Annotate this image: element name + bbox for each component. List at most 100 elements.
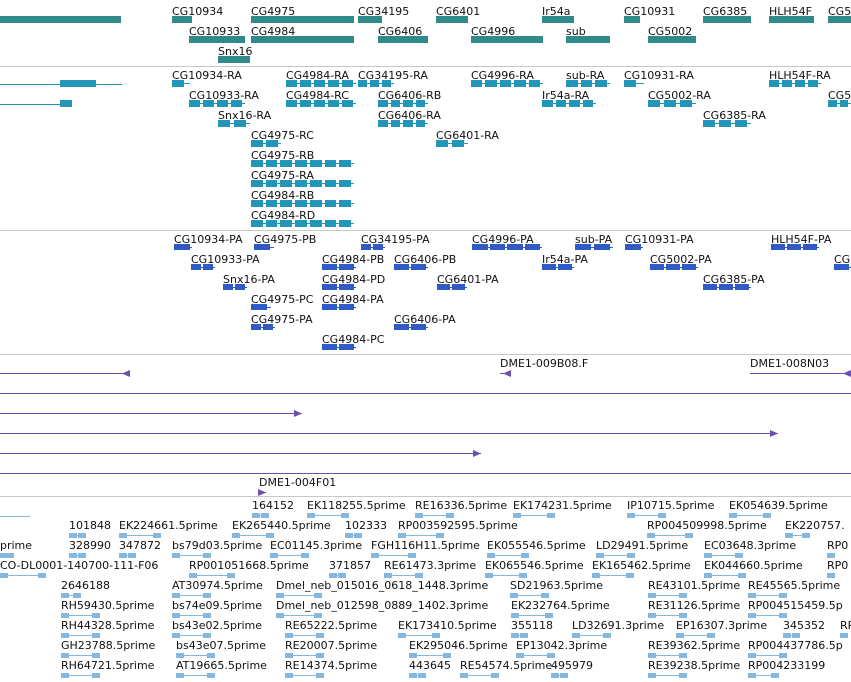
clone-line[interactable] bbox=[0, 393, 851, 394]
est-line[interactable] bbox=[61, 615, 101, 616]
est-block[interactable] bbox=[172, 613, 180, 618]
est-line[interactable] bbox=[627, 515, 667, 516]
est-block[interactable] bbox=[61, 633, 69, 638]
est-line[interactable] bbox=[647, 535, 693, 536]
est-line[interactable] bbox=[285, 635, 325, 636]
est-block[interactable] bbox=[779, 613, 788, 618]
transcript-exon[interactable] bbox=[251, 160, 263, 167]
transcript-intron-line[interactable] bbox=[251, 183, 354, 184]
cds-block[interactable] bbox=[251, 304, 267, 310]
transcript-intron-line[interactable] bbox=[378, 103, 428, 104]
transcript-exon[interactable] bbox=[595, 80, 607, 87]
est-block[interactable] bbox=[827, 553, 836, 558]
est-line[interactable] bbox=[592, 575, 634, 576]
cds-line[interactable] bbox=[174, 247, 192, 248]
transcript-exon[interactable] bbox=[324, 220, 337, 227]
cds-block[interactable] bbox=[322, 284, 337, 290]
cds-line[interactable] bbox=[251, 307, 271, 308]
cds-line[interactable] bbox=[322, 287, 356, 288]
cds-line[interactable] bbox=[771, 247, 819, 248]
est-line[interactable] bbox=[384, 575, 424, 576]
est-block[interactable] bbox=[802, 533, 811, 538]
transcript-intron-line[interactable] bbox=[542, 103, 596, 104]
est-block[interactable] bbox=[446, 513, 455, 518]
est-line-offscreen[interactable] bbox=[0, 516, 30, 517]
transcript-exon[interactable] bbox=[265, 180, 278, 187]
est-block[interactable] bbox=[285, 673, 293, 678]
est-block[interactable] bbox=[511, 633, 519, 638]
transcript-intron-line[interactable] bbox=[251, 163, 354, 164]
est-line[interactable] bbox=[172, 595, 212, 596]
est-block[interactable] bbox=[92, 653, 101, 658]
transcript-exon[interactable] bbox=[309, 180, 322, 187]
transcript-exon[interactable] bbox=[555, 100, 566, 107]
est-line[interactable] bbox=[415, 515, 455, 516]
est-block[interactable] bbox=[409, 653, 417, 658]
transcript-intron-line[interactable] bbox=[189, 103, 245, 104]
transcript-intron-line[interactable] bbox=[358, 83, 394, 84]
cds-line[interactable] bbox=[254, 247, 274, 248]
est-line[interactable] bbox=[0, 575, 46, 576]
clone-line[interactable] bbox=[0, 473, 851, 474]
est-block[interactable] bbox=[596, 553, 604, 558]
transcript-intron-line[interactable] bbox=[286, 83, 356, 84]
est-block[interactable] bbox=[285, 633, 293, 638]
transcript-line-offscreen[interactable] bbox=[0, 84, 122, 85]
transcript-exon[interactable] bbox=[295, 220, 307, 227]
est-block[interactable] bbox=[172, 553, 180, 558]
cds-block[interactable] bbox=[339, 304, 354, 310]
est-line[interactable] bbox=[596, 555, 636, 556]
est-block[interactable] bbox=[679, 653, 688, 658]
clone-end-marker[interactable] bbox=[122, 370, 130, 377]
transcript-exon[interactable] bbox=[234, 120, 246, 127]
transcript-exon[interactable] bbox=[295, 200, 307, 207]
est-block[interactable] bbox=[38, 573, 46, 578]
transcript-intron-line[interactable] bbox=[218, 123, 250, 124]
est-block[interactable] bbox=[92, 613, 101, 618]
clone-line[interactable] bbox=[750, 373, 851, 374]
est-block[interactable] bbox=[729, 513, 737, 518]
est-block[interactable] bbox=[627, 553, 636, 558]
transcript-exon[interactable] bbox=[314, 100, 325, 107]
transcript-exon[interactable] bbox=[266, 140, 278, 147]
est-block[interactable] bbox=[252, 513, 260, 518]
est-block[interactable] bbox=[329, 573, 337, 578]
est-block[interactable] bbox=[119, 553, 127, 558]
cds-block[interactable] bbox=[437, 284, 450, 290]
cds-line[interactable] bbox=[191, 267, 215, 268]
est-block[interactable] bbox=[547, 653, 556, 658]
est-block[interactable] bbox=[314, 613, 322, 618]
est-block[interactable] bbox=[285, 653, 293, 658]
est-line[interactable] bbox=[409, 675, 426, 676]
cds-line[interactable] bbox=[361, 247, 385, 248]
cds-block[interactable] bbox=[322, 264, 337, 270]
gene-bar[interactable] bbox=[218, 56, 250, 63]
transcript-exon[interactable] bbox=[664, 100, 676, 107]
est-block[interactable] bbox=[783, 633, 791, 638]
transcript-exon[interactable] bbox=[769, 80, 779, 87]
transcript-intron-line[interactable] bbox=[648, 103, 696, 104]
cds-block[interactable] bbox=[322, 304, 337, 310]
est-block[interactable] bbox=[436, 533, 444, 538]
transcript-exon[interactable] bbox=[280, 200, 293, 207]
est-block[interactable] bbox=[521, 553, 529, 558]
cds-line[interactable] bbox=[394, 327, 428, 328]
est-line[interactable] bbox=[551, 675, 568, 676]
transcript-exon[interactable] bbox=[719, 120, 731, 127]
est-block[interactable] bbox=[511, 613, 519, 618]
transcript-exon[interactable] bbox=[309, 160, 322, 167]
cds-block[interactable] bbox=[411, 264, 426, 270]
est-block[interactable] bbox=[409, 673, 417, 678]
transcript-exon[interactable] bbox=[189, 100, 200, 107]
cds-line[interactable] bbox=[625, 247, 643, 248]
transcript-exon[interactable] bbox=[342, 80, 353, 87]
est-block[interactable] bbox=[172, 633, 180, 638]
est-block[interactable] bbox=[443, 653, 451, 658]
transcript-exon[interactable] bbox=[403, 120, 413, 127]
est-block[interactable] bbox=[0, 573, 8, 578]
transcript-exon[interactable] bbox=[839, 100, 848, 107]
est-line[interactable] bbox=[409, 655, 451, 656]
transcript-exon[interactable] bbox=[339, 180, 351, 187]
cds-block[interactable] bbox=[542, 264, 556, 270]
